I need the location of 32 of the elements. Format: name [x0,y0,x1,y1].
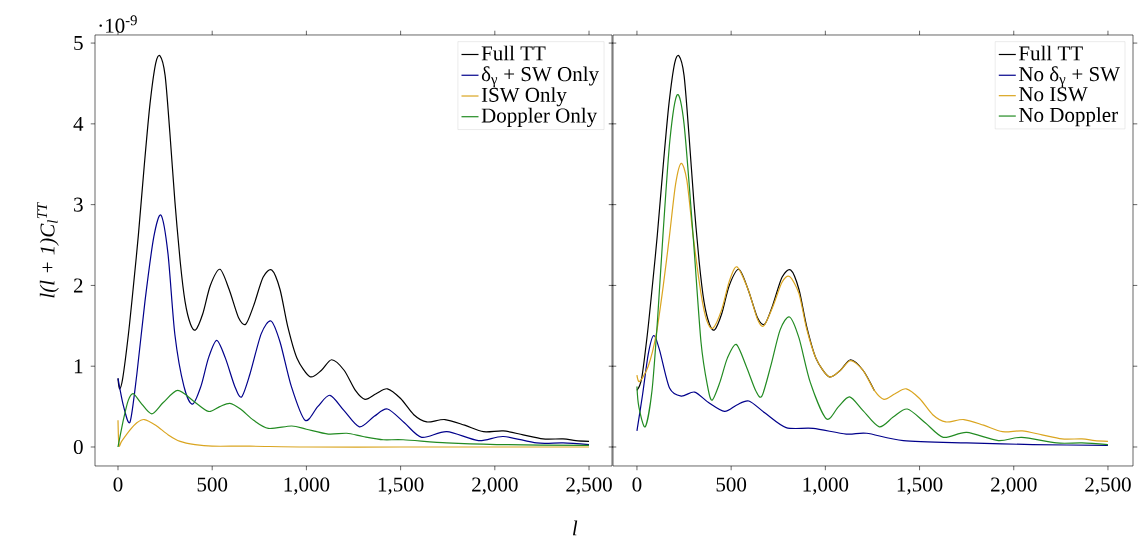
text: ·10$^{-9}$ [99,15,137,33]
x-tick-label: 500 [716,477,747,492]
x-tick-label: 2,000 [991,477,1037,495]
line-series [117,214,590,446]
legend-label: Full TT [1019,45,1083,61]
legend-label: ISW Only [481,87,567,107]
line-series [117,389,590,448]
x-tick-label: 2,500 [566,477,612,495]
y-tick-label: 3 [74,197,83,212]
legend-label: No ISW [1019,87,1088,102]
legend-label: Doppler Only [481,107,598,127]
x-tick-label: 0 [632,477,642,492]
x-tick-label: 1,000 [284,477,330,495]
y-tick-label: 1 [74,359,83,374]
legend-label: No δ$_{γ}$ + SW [1019,66,1120,88]
legend-label: δ$_{γ}$ + SW Only [481,66,599,88]
x-axis-title: l [572,520,578,536]
line-series [117,418,590,448]
x-tick-label: 1,500 [378,477,424,495]
x-tick-label: 500 [197,477,228,492]
y-axis-title: l(l + 1)C$_{l}$TT [37,201,59,298]
legend-label: No Doppler [1019,107,1118,127]
x-tick-label: 1,000 [803,477,849,495]
x-tick-label: 1,500 [897,477,943,495]
y-tick-label: 0 [73,439,83,455]
legend-label: Full TT [481,45,546,61]
x-tick-label: 0 [113,477,123,492]
x-tick-label: 2,000 [472,477,518,495]
y-tick-label: 2 [73,278,83,293]
y-tick-label: 5 [74,36,83,51]
y-tick-label: 4 [73,116,84,131]
x-tick-label: 2,500 [1085,477,1131,495]
